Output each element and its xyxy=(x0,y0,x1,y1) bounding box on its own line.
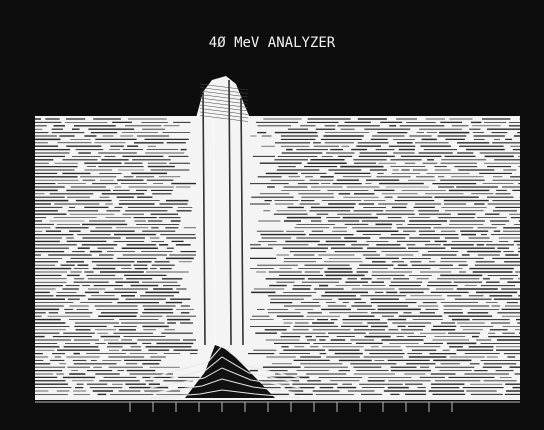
analyzer-display: 4Ø MeV ANALYZER xyxy=(0,0,544,430)
waterfall-plot xyxy=(35,76,520,400)
display-title: 4Ø MeV ANALYZER xyxy=(209,35,336,51)
